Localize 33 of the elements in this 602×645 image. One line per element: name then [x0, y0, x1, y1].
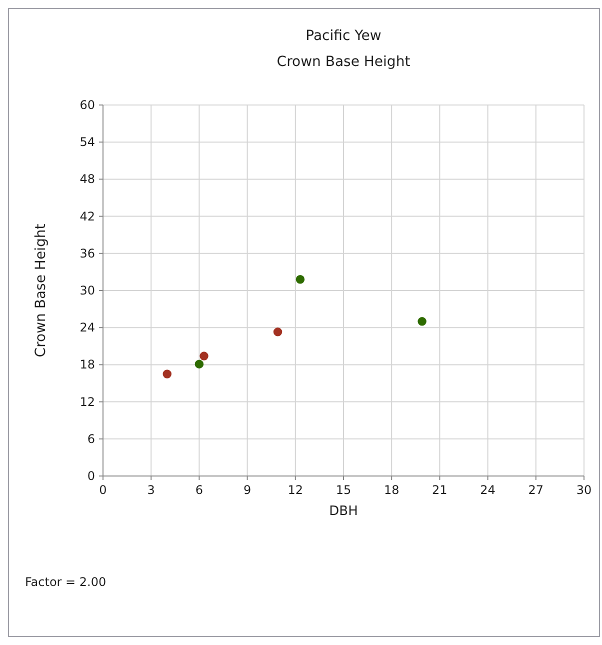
x-tick-label: 0	[99, 483, 107, 497]
y-tick-label: 18	[80, 358, 95, 372]
y-tick-label: 6	[87, 432, 95, 446]
x-tick-label: 27	[528, 483, 544, 497]
point	[296, 275, 305, 284]
x-tick-label: 24	[480, 483, 496, 497]
y-tick-label: 30	[80, 284, 95, 298]
y-tick-label: 54	[80, 135, 95, 150]
chart-subtitle: Crown Base Height	[276, 54, 411, 70]
y-tick-label: 48	[80, 172, 95, 186]
chart-title: Pacific Yew	[306, 28, 382, 44]
y-tick-label: 36	[80, 246, 95, 260]
x-tick-label: 3	[147, 483, 155, 497]
y-tick-label: 12	[80, 394, 95, 409]
y-axis-title: Crown Base Height	[33, 223, 49, 358]
x-tick-label: 18	[384, 483, 400, 497]
point	[273, 328, 282, 336]
point	[418, 317, 426, 326]
x-tick-label: 30	[576, 483, 592, 497]
x-tick-label: 6	[195, 483, 204, 497]
point	[194, 360, 204, 368]
x-tick-label: 21	[432, 483, 448, 497]
x-tick-label: 9	[243, 483, 252, 497]
point	[162, 370, 172, 378]
text: Factor = 2.00	[25, 575, 106, 589]
point	[200, 352, 208, 360]
y-tick-label: 24	[80, 320, 95, 335]
y-tick-label: 0	[87, 469, 95, 483]
x-axis-title: DBH	[329, 504, 358, 519]
x-tick-label: 12	[288, 483, 304, 497]
x-tick-label: 15	[336, 483, 352, 497]
y-tick-label: 60	[80, 98, 95, 112]
y-tick-label: 42	[80, 209, 95, 224]
